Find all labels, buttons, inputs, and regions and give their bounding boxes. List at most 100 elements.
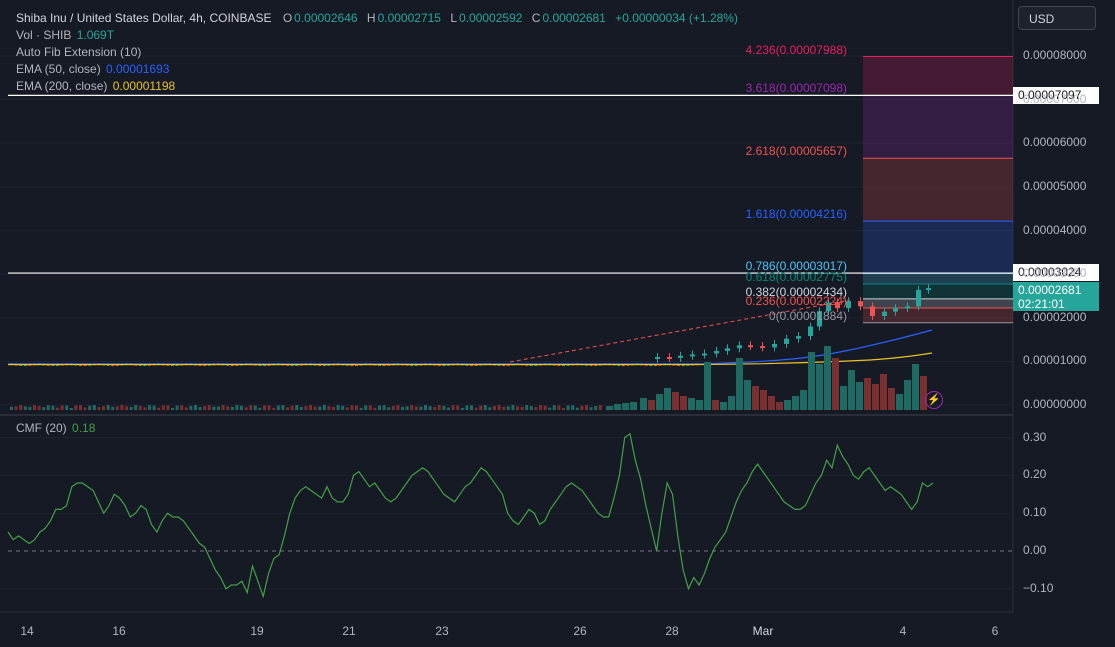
y-tick-label: 0.00008000 bbox=[1023, 48, 1087, 62]
volume-bar bbox=[322, 405, 326, 410]
volume-bar bbox=[688, 398, 695, 410]
volume-bar bbox=[864, 378, 871, 410]
close-value: 0.00002681 bbox=[542, 11, 606, 25]
volume-bar bbox=[520, 406, 524, 410]
volume-bar bbox=[295, 405, 299, 410]
volume-bar bbox=[309, 405, 312, 410]
volume-bar bbox=[336, 405, 340, 410]
volume-bar bbox=[230, 406, 234, 410]
volume-bar bbox=[368, 405, 372, 410]
volume-bar bbox=[888, 388, 895, 410]
volume-bar bbox=[760, 390, 767, 410]
volume-bar bbox=[253, 405, 257, 410]
volume-bar bbox=[744, 380, 751, 410]
volume-bar bbox=[776, 402, 783, 410]
volume-bar bbox=[281, 405, 285, 410]
volume-bar bbox=[516, 406, 519, 410]
volume-bar bbox=[313, 406, 317, 410]
volume-bar bbox=[557, 405, 561, 410]
volume-bar bbox=[552, 405, 556, 410]
cmf-y-tick-label: 0.10 bbox=[1023, 505, 1047, 520]
cmf-legend[interactable]: CMF (20) 0.18 bbox=[16, 420, 97, 437]
volume-bar bbox=[23, 406, 27, 410]
volume-legend[interactable]: Vol · SHIB 1.069T bbox=[16, 27, 116, 44]
volume-bar bbox=[244, 407, 248, 410]
volume-bar bbox=[138, 405, 142, 410]
x-tick-label: 4 bbox=[899, 624, 907, 638]
currency-button[interactable]: USD bbox=[1018, 6, 1096, 30]
volume-bar bbox=[816, 364, 823, 410]
volume-bar bbox=[848, 370, 855, 410]
candle bbox=[796, 336, 801, 339]
volume-bar bbox=[355, 405, 358, 410]
volume-bar bbox=[276, 405, 280, 410]
volume-bar bbox=[904, 380, 911, 410]
high-label: H bbox=[366, 11, 376, 25]
volume-bar bbox=[350, 405, 354, 410]
volume-bar bbox=[166, 405, 170, 410]
x-tick-label: 16 bbox=[112, 624, 126, 638]
volume-bar bbox=[180, 405, 184, 410]
fib-level-label: 0.786(0.00003017) bbox=[745, 259, 847, 274]
volume-bar bbox=[111, 406, 115, 410]
candle bbox=[905, 306, 910, 309]
volume-bar bbox=[465, 405, 469, 410]
volume-bar bbox=[391, 405, 395, 410]
fib-level-label: 2.618(0.00005657) bbox=[745, 144, 847, 159]
fib-legend[interactable]: Auto Fib Extension (10) bbox=[16, 44, 143, 61]
ema50-legend[interactable]: EMA (50, close) 0.00001693 bbox=[16, 61, 171, 78]
fib-zone bbox=[863, 298, 1013, 308]
volume-bar bbox=[33, 405, 36, 410]
volume-bar bbox=[405, 406, 409, 410]
y-tick-label: 0.00001000 bbox=[1023, 353, 1087, 368]
volume-bar bbox=[194, 405, 197, 410]
volume-bar bbox=[479, 405, 483, 410]
volume-bar bbox=[152, 405, 156, 410]
y-tick-label: 0.00000000 bbox=[1023, 397, 1087, 411]
volume-bar bbox=[442, 405, 446, 410]
upper-line-price-tag[interactable]: 0.00007097 bbox=[1013, 87, 1099, 104]
lower-line-price-tag[interactable]: 0.00003024 bbox=[1013, 264, 1099, 281]
last-price-tag[interactable]: 0.00002681 02:21:01 bbox=[1013, 282, 1099, 311]
volume-bar bbox=[341, 405, 345, 410]
low-label: L bbox=[450, 11, 458, 25]
x-tick-label: 6 bbox=[991, 624, 999, 638]
volume-bar bbox=[672, 392, 679, 410]
fib-zone bbox=[863, 56, 1013, 96]
volume-bar bbox=[37, 406, 41, 410]
volume-bar bbox=[571, 405, 575, 410]
volume-bar bbox=[373, 407, 377, 410]
volume-bar bbox=[614, 404, 621, 410]
volume-bar bbox=[382, 405, 386, 410]
volume-bar bbox=[387, 407, 391, 410]
volume-bar bbox=[189, 405, 193, 410]
volume-bar bbox=[488, 407, 492, 410]
volume-label: Vol · SHIB bbox=[16, 28, 72, 42]
volume-bar bbox=[290, 405, 294, 410]
volume-bar bbox=[575, 407, 579, 410]
volume-bar bbox=[872, 384, 879, 410]
volume-bar bbox=[419, 406, 423, 410]
x-tick-label: 28 bbox=[665, 624, 679, 638]
volume-bar bbox=[125, 406, 128, 410]
volume-bar bbox=[10, 406, 13, 410]
volume-bar bbox=[470, 405, 473, 410]
volume-bar bbox=[175, 405, 179, 410]
volume-bar bbox=[267, 405, 271, 410]
volume-bar bbox=[606, 406, 613, 410]
low-value: 0.00002592 bbox=[459, 11, 523, 25]
lightning-icon[interactable]: ⚡ bbox=[925, 391, 943, 409]
x-tick-label: 19 bbox=[250, 624, 264, 638]
volume-bar bbox=[235, 405, 239, 410]
candle bbox=[737, 345, 742, 349]
fib-label: Auto Fib Extension (10) bbox=[16, 45, 142, 59]
volume-bar bbox=[161, 405, 165, 410]
volume-bar bbox=[474, 407, 478, 410]
volume-bar bbox=[704, 362, 711, 410]
volume-bar bbox=[345, 407, 349, 410]
x-tick-label: 23 bbox=[435, 624, 449, 638]
ema200-legend[interactable]: EMA (200, close) 0.00001198 bbox=[16, 78, 177, 95]
volume-bar bbox=[74, 405, 78, 410]
